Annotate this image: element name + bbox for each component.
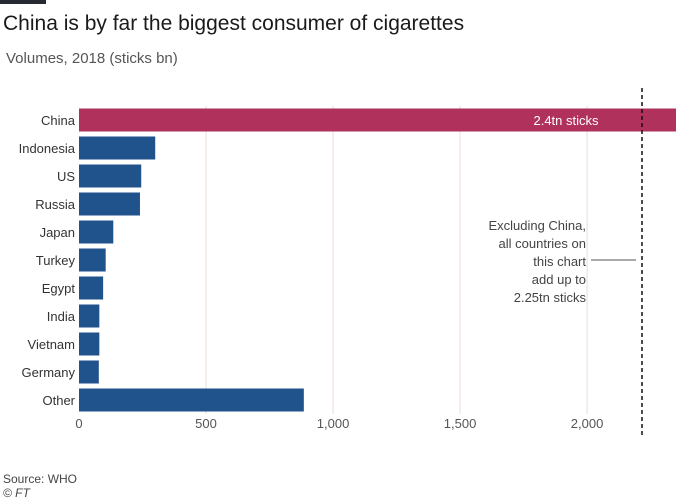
bar-russia	[79, 192, 140, 216]
category-label: Vietnam	[28, 337, 75, 352]
chart-title: China is by far the biggest consumer of …	[3, 12, 465, 35]
bar-us	[79, 164, 142, 188]
bar-egypt	[79, 276, 104, 300]
category-label: Germany	[22, 365, 76, 380]
annotation-text: 2.25tn sticks	[514, 290, 587, 305]
annotation-text: Excluding China,	[488, 218, 586, 233]
category-label: Russia	[35, 197, 76, 212]
annotation-text: all countries on	[499, 236, 586, 251]
category-label: Turkey	[36, 253, 76, 268]
bar-vietnam	[79, 332, 100, 356]
category-label: China	[41, 113, 76, 128]
category-label: Indonesia	[19, 141, 76, 156]
category-label: US	[57, 169, 75, 184]
header-rule	[0, 0, 46, 4]
annotation-text: add up to	[532, 272, 586, 287]
x-tick-label: 0	[75, 416, 82, 431]
bar-india	[79, 304, 100, 328]
x-tick-label: 2,000	[571, 416, 604, 431]
bar-germany	[79, 360, 99, 384]
copyright-note: © FT	[3, 486, 30, 500]
bar-indonesia	[79, 136, 156, 160]
category-label: Egypt	[42, 281, 76, 296]
category-label: India	[47, 309, 76, 324]
chart-subtitle: Volumes, 2018 (sticks bn)	[6, 50, 178, 67]
bar-china	[79, 108, 676, 132]
x-tick-label: 1,500	[444, 416, 477, 431]
category-label: Japan	[40, 225, 75, 240]
bar-japan	[79, 220, 114, 244]
bar-value-label: 2.4tn sticks	[533, 113, 599, 128]
x-tick-label: 1,000	[317, 416, 350, 431]
bar-turkey	[79, 248, 106, 272]
source-note: Source: WHO	[3, 472, 78, 486]
bar-other	[79, 388, 304, 412]
category-label: Other	[42, 393, 75, 408]
annotation-text: this chart	[533, 254, 586, 269]
x-tick-label: 500	[195, 416, 217, 431]
